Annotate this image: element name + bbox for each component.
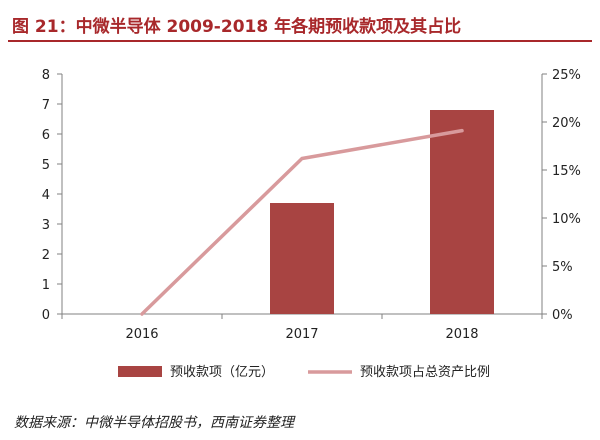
left-y-tick-label: 3 — [42, 218, 50, 233]
left-y-tick-label: 6 — [42, 128, 50, 143]
bar — [430, 110, 494, 314]
source-note: 数据来源：中微半导体招股书，西南证券整理 — [14, 415, 294, 431]
right-y-tick-label: 15% — [552, 164, 581, 179]
x-tick-label: 2016 — [125, 327, 158, 342]
x-tick-label: 2018 — [445, 327, 478, 342]
legend-swatch-bar — [118, 366, 162, 377]
right-y-tick-label: 0% — [552, 308, 573, 323]
right-y-tick-label: 20% — [552, 116, 581, 131]
bar — [270, 203, 334, 314]
left-y-tick-label: 8 — [42, 68, 50, 83]
legend-label-line: 预收款项占总资产比例 — [360, 365, 490, 380]
legend-label-bar: 预收款项（亿元） — [170, 365, 274, 380]
left-y-tick-label: 1 — [42, 278, 50, 293]
right-y-tick-label: 5% — [552, 260, 573, 275]
left-y-tick-label: 2 — [42, 248, 50, 263]
right-y-tick-label: 25% — [552, 68, 581, 83]
figure-title: 图 21：中微半导体 2009-2018 年各期预收款项及其占比 — [12, 17, 462, 37]
left-y-tick-label: 4 — [42, 188, 50, 203]
x-tick-label: 2017 — [285, 327, 318, 342]
left-y-tick-label: 5 — [42, 158, 50, 173]
combo-chart: 0 1 2 3 4 5 6 7 8 0% 5% 10% 15% 20% 25% 2016 2017 2018 预收款… — [42, 68, 581, 380]
left-y-tick-label: 7 — [42, 98, 50, 113]
left-y-tick-label: 0 — [42, 308, 50, 323]
figure-title-bar: 图 21：中微半导体 2009-2018 年各期预收款项及其占比 — [8, 6, 592, 42]
right-y-tick-label: 10% — [552, 212, 581, 227]
